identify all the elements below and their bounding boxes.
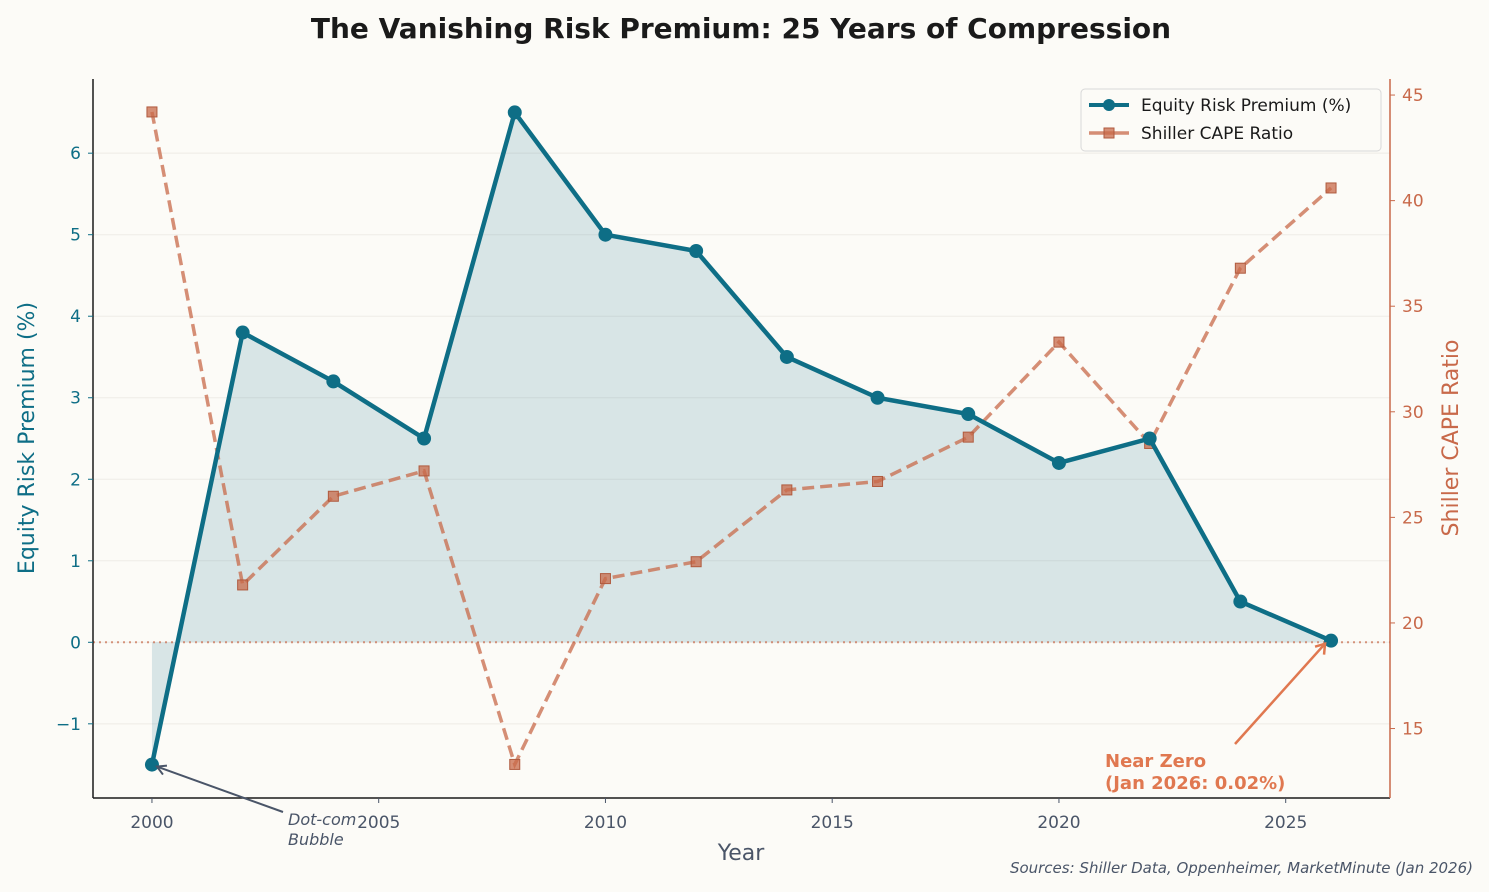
cape-marker xyxy=(872,475,884,487)
y-tick-label-left: 2 xyxy=(70,470,81,490)
cape-marker xyxy=(599,573,611,585)
y-tick-label-left: 5 xyxy=(70,226,81,246)
erp-marker xyxy=(507,105,522,120)
x-tick-label: 2025 xyxy=(1264,813,1307,833)
erp-marker xyxy=(144,757,159,772)
near-zero-arrow xyxy=(1234,642,1326,745)
erp-fill xyxy=(151,112,1332,765)
axes xyxy=(92,79,1391,799)
y-tick-label-left: 1 xyxy=(70,552,81,572)
erp-marker xyxy=(689,244,704,259)
erp-marker xyxy=(1142,431,1157,446)
erp-marker xyxy=(235,325,250,340)
y-tick-label-right: 15 xyxy=(1402,720,1424,740)
cape-marker xyxy=(1325,182,1337,194)
cape-line xyxy=(150,111,1333,770)
erp-line xyxy=(149,110,1332,766)
erp-marker xyxy=(870,390,885,405)
cape-marker xyxy=(1234,262,1246,274)
erp-marker xyxy=(1233,594,1248,609)
dotcom-arrow xyxy=(156,765,284,813)
chart-title: The Vanishing Risk Premium: 25 Years of … xyxy=(311,12,1171,45)
y-tick-label-left: 4 xyxy=(70,307,81,327)
cape-marker xyxy=(237,579,249,591)
legend-cape-label: Shiller CAPE Ratio xyxy=(1141,124,1293,144)
legend-erp-marker xyxy=(1103,99,1115,111)
y-tick-label-left: 0 xyxy=(70,633,81,653)
cape-marker xyxy=(1053,336,1065,348)
erp-marker xyxy=(1324,633,1339,648)
erp-marker xyxy=(961,407,976,422)
erp-area-fill xyxy=(151,112,1332,765)
legend-cape-marker xyxy=(1103,127,1115,139)
erp-marker xyxy=(1051,455,1066,470)
cape-marker xyxy=(962,431,974,443)
x-tick-label: 2020 xyxy=(1037,813,1080,833)
cape-marker xyxy=(146,106,158,118)
cape-marker xyxy=(327,490,339,502)
x-tick-label: 2000 xyxy=(130,813,173,833)
source-note: Sources: Shiller Data, Oppenheimer, Mark… xyxy=(1010,859,1473,877)
near-zero-arrowhead xyxy=(1314,641,1327,655)
y-tick-label-left: 6 xyxy=(70,144,81,164)
x-tick-label: 2005 xyxy=(357,813,400,833)
y-axis-label-right: Shiller CAPE Ratio xyxy=(1439,340,1464,537)
dotcom-label: Dot-com xyxy=(288,810,356,829)
y-tick-label-right: 25 xyxy=(1402,508,1424,528)
legend-erp-label: Equity Risk Premium (%) xyxy=(1141,96,1351,116)
y-tick-label-right: 45 xyxy=(1402,86,1424,106)
dotcom-arrowhead xyxy=(155,764,168,776)
y-tick-label-right: 20 xyxy=(1402,614,1424,634)
x-tick-label: 2015 xyxy=(811,813,854,833)
cape-marker xyxy=(690,556,702,568)
cape-marker xyxy=(418,465,430,477)
near-zero-label: (Jan 2026: 0.02%) xyxy=(1105,773,1285,794)
cape-marker xyxy=(509,758,521,770)
erp-marker xyxy=(417,431,432,446)
y-tick-label-right: 35 xyxy=(1402,297,1424,317)
y-tick-label-left: 3 xyxy=(70,389,81,409)
dotcom-label: Bubble xyxy=(288,830,344,849)
erp-marker xyxy=(779,349,794,364)
erp-marker xyxy=(326,374,341,389)
erp-marker xyxy=(598,227,613,242)
legend-box xyxy=(1080,88,1382,152)
x-tick-label: 2010 xyxy=(584,813,627,833)
y-tick-label-right: 40 xyxy=(1402,192,1424,212)
near-zero-label: Near Zero xyxy=(1105,751,1206,772)
legend: Equity Risk Premium (%) Shiller CAPE Rat… xyxy=(1080,88,1382,152)
y-axis-label-left: Equity Risk Premium (%) xyxy=(15,302,40,574)
y-tick-label-left: −1 xyxy=(56,715,81,735)
y-tick-label-right: 30 xyxy=(1402,403,1424,423)
cape-marker xyxy=(781,484,793,496)
x-axis-label: Year xyxy=(717,841,766,866)
erp-series xyxy=(144,105,1339,772)
